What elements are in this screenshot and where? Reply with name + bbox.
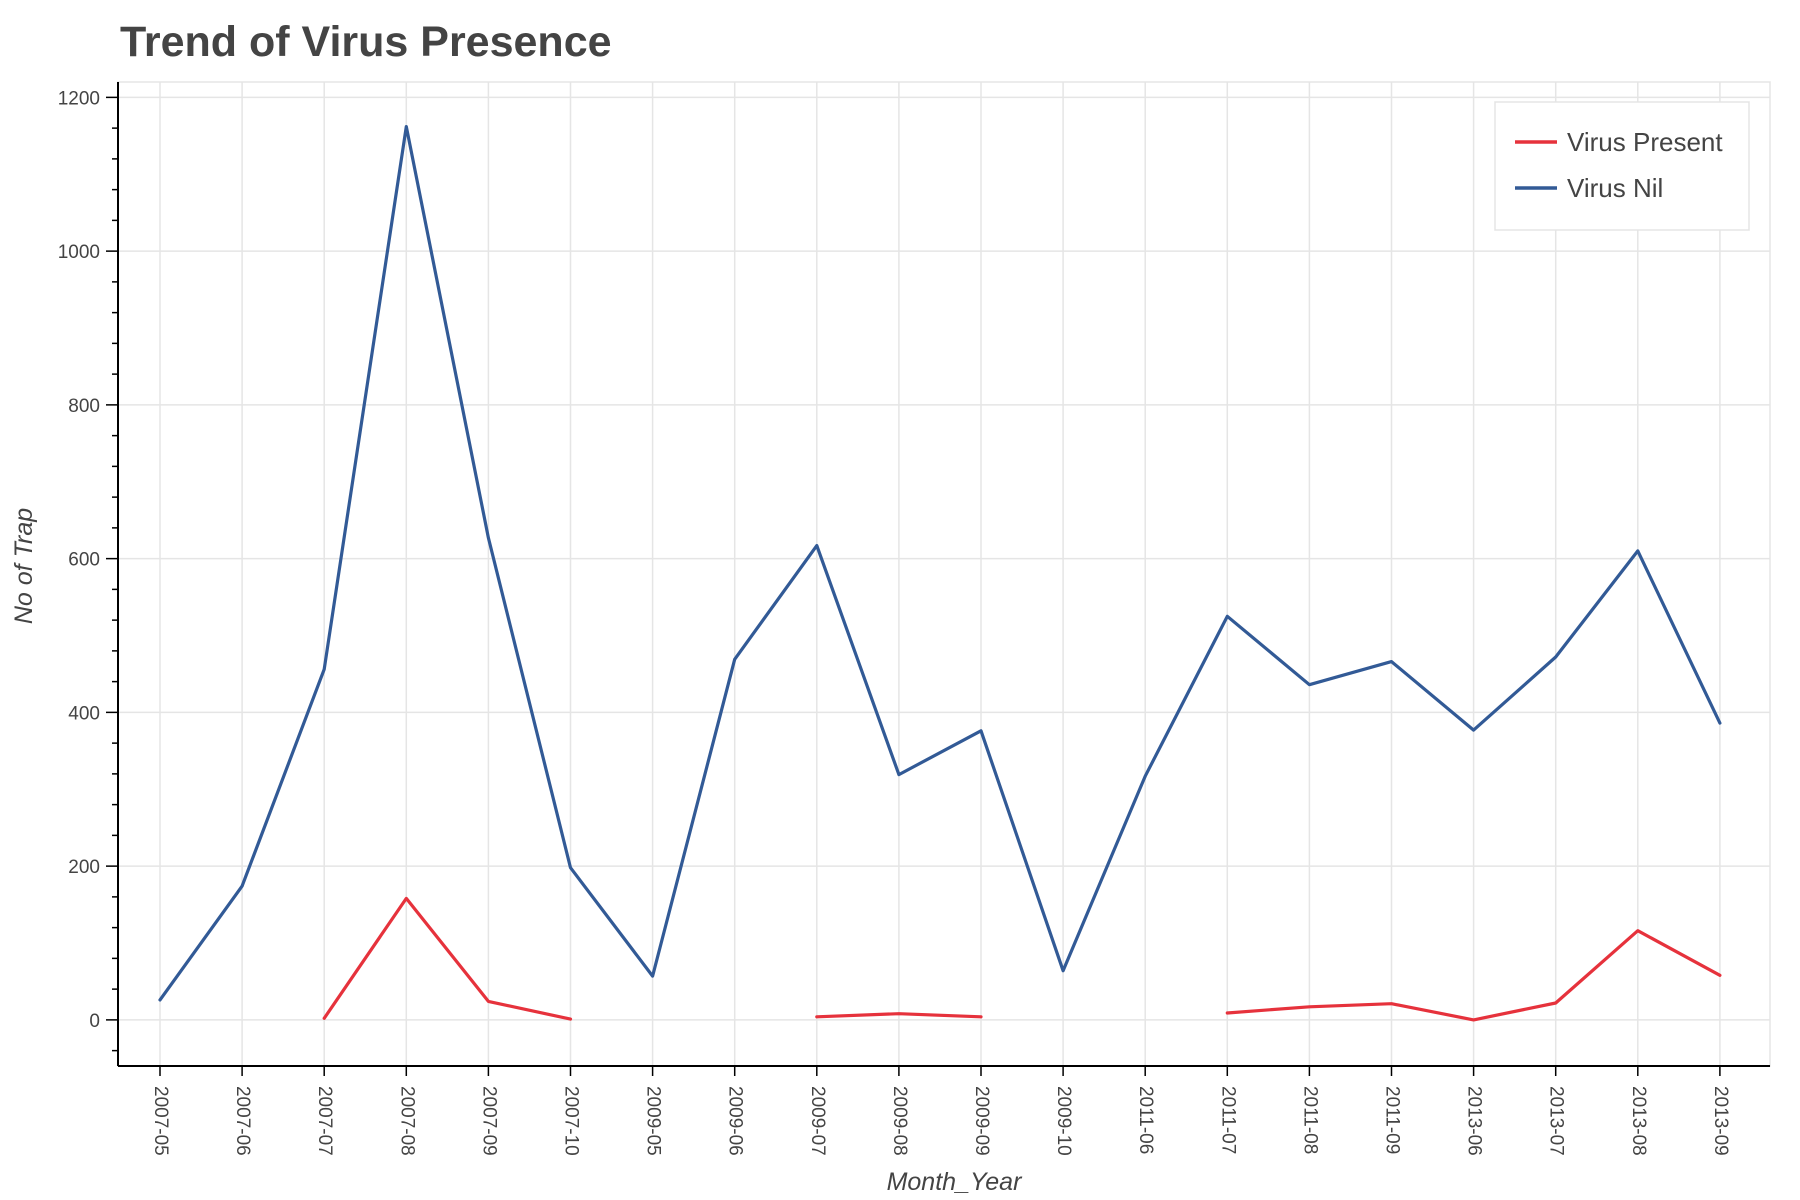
x-tick-label: 2013-07 [1546, 1086, 1567, 1156]
y-tick-label: 1000 [58, 242, 100, 263]
x-tick-label: 2009-09 [971, 1086, 992, 1156]
x-tick-label: 2007-09 [478, 1086, 499, 1156]
series-lines [158, 125, 1722, 1022]
x-tick-label: 2009-10 [1053, 1086, 1074, 1156]
legend-label: Virus Present [1567, 127, 1723, 157]
series-line-segment [322, 896, 573, 1021]
x-tick-label: 2013-09 [1710, 1086, 1731, 1156]
x-tick-label: 2011-06 [1135, 1086, 1156, 1154]
y-tick-label: 600 [68, 550, 100, 571]
series-virus-present [322, 896, 1722, 1022]
x-tick-label: 2007-08 [396, 1086, 417, 1156]
y-tick-label: 0 [89, 1011, 100, 1032]
y-axis-title: No of Trap [10, 508, 38, 624]
x-tick-label: 2009-07 [807, 1086, 828, 1156]
legend[interactable]: Virus Present Virus Nil [1494, 101, 1750, 231]
series-line-segment [815, 1012, 983, 1019]
legend-box [1494, 101, 1750, 231]
chart-title: Trend of Virus Presence [120, 18, 612, 66]
y-tick-label: 800 [68, 396, 100, 417]
x-tick-label: 2007-07 [314, 1086, 335, 1156]
x-tick-label: 2007-10 [560, 1086, 581, 1156]
x-tick-label: 2011-09 [1381, 1086, 1402, 1154]
grid [117, 81, 1771, 1067]
x-tick-label: 2011-07 [1217, 1086, 1238, 1154]
series-line-segment [1225, 929, 1722, 1022]
y-tick-label: 200 [68, 857, 100, 878]
series-line-segment [158, 125, 1722, 1002]
x-tick-label: 2007-06 [232, 1086, 253, 1156]
x-tick-label: 2007-05 [150, 1086, 171, 1156]
x-tick-label: 2011-08 [1299, 1086, 1320, 1154]
legend-label: Virus Nil [1567, 173, 1663, 203]
x-tick-label: 2009-08 [889, 1086, 910, 1156]
series-virus-nil [158, 125, 1722, 1002]
y-tick-label: 400 [68, 703, 100, 724]
y-tick-label: 1200 [58, 88, 100, 109]
x-axis-title: Month_Year [887, 1168, 1023, 1196]
x-tick-label: 2009-05 [643, 1086, 664, 1156]
x-tick-label: 2013-08 [1628, 1086, 1649, 1156]
axes: 0 200 400 600 800 1000 1200 2007-05 2007-06 2007-… [58, 82, 1770, 1156]
x-tick-label: 2009-06 [725, 1086, 746, 1156]
x-tick-label: 2013-06 [1464, 1086, 1485, 1156]
